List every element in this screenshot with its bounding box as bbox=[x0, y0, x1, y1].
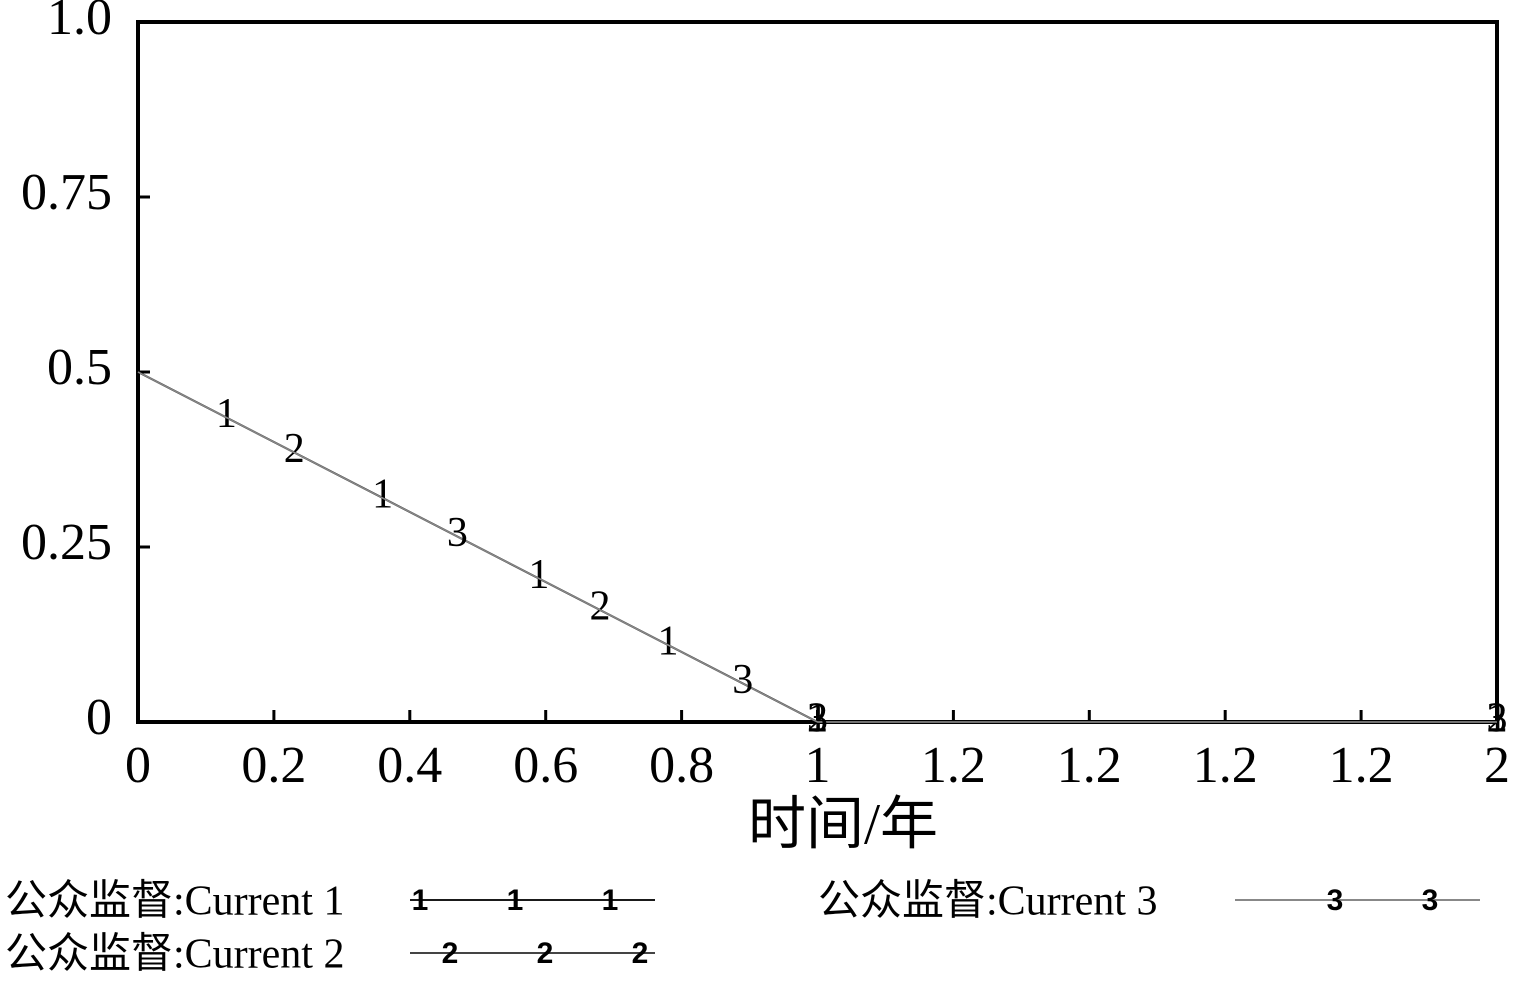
legend-label: 公众监督:Current 1 bbox=[5, 879, 344, 925]
legend-marker: 3 bbox=[1327, 884, 1344, 917]
y-tick-label: 0.25 bbox=[21, 514, 112, 571]
x-axis-label: 时间/年 bbox=[748, 791, 938, 856]
x-tick-label: 2 bbox=[1484, 737, 1510, 794]
series-marker: 1 bbox=[807, 696, 828, 742]
series-marker: 1 bbox=[216, 391, 237, 437]
legend-marker: 2 bbox=[537, 937, 554, 970]
x-tick-label: 1.2 bbox=[1193, 737, 1258, 794]
series-marker: 2 bbox=[1487, 696, 1508, 742]
series-line bbox=[137, 371, 1497, 723]
series-marker: 2 bbox=[590, 584, 611, 630]
series-marker: 1 bbox=[1487, 696, 1508, 742]
series-marker: 3 bbox=[1487, 696, 1508, 742]
legend-marker: 1 bbox=[507, 884, 524, 917]
legend-marker: 2 bbox=[632, 937, 649, 970]
series-marker: 3 bbox=[732, 657, 753, 703]
series-marker: 2 bbox=[807, 696, 828, 742]
series-marker: 1 bbox=[372, 472, 393, 518]
series-line bbox=[137, 371, 1497, 723]
x-tick-label: 0.8 bbox=[649, 737, 714, 794]
legend-label: 公众监督:Current 3 bbox=[818, 879, 1157, 925]
x-tick-label: 1.2 bbox=[1057, 737, 1122, 794]
x-tick-label: 0.4 bbox=[377, 737, 442, 794]
legend-marker: 2 bbox=[442, 937, 459, 970]
x-tick-label: 0 bbox=[125, 737, 151, 794]
series-marker: 1 bbox=[658, 619, 679, 665]
plot-frame bbox=[136, 20, 1499, 724]
x-tick-label: 1.2 bbox=[1329, 737, 1394, 794]
legend-marker: 3 bbox=[1422, 884, 1439, 917]
series-line bbox=[137, 371, 1497, 723]
series-marker: 3 bbox=[807, 696, 828, 742]
x-tick-label: 0.2 bbox=[241, 737, 306, 794]
x-tick-label: 1.2 bbox=[921, 737, 986, 794]
y-tick-label: 1.0 bbox=[47, 0, 112, 46]
series-marker: 1 bbox=[528, 552, 549, 598]
series-marker: 3 bbox=[447, 510, 468, 556]
y-tick-label: 0 bbox=[86, 689, 112, 746]
x-tick-label: 1 bbox=[805, 737, 831, 794]
legend-marker: 1 bbox=[602, 884, 619, 917]
series-marker: 2 bbox=[284, 426, 305, 472]
x-tick-label: 0.6 bbox=[513, 737, 578, 794]
y-tick-label: 0.5 bbox=[47, 339, 112, 396]
legend-label: 公众监督:Current 2 bbox=[5, 932, 344, 978]
legend-marker: 1 bbox=[412, 884, 429, 917]
y-tick-label: 0.75 bbox=[21, 164, 112, 221]
